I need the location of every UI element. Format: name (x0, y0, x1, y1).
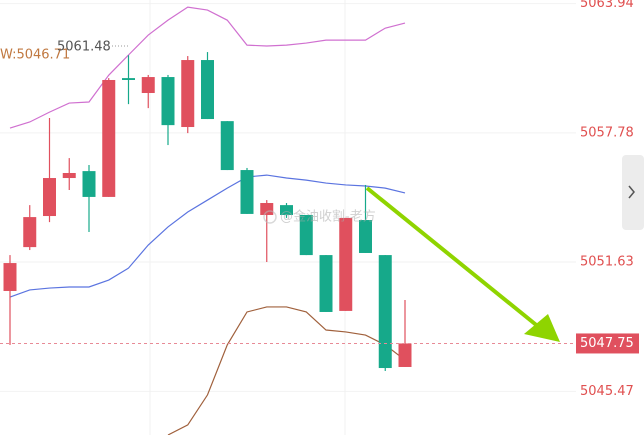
candle-body (181, 60, 195, 128)
chevron (628, 185, 635, 199)
candle-body (319, 255, 333, 312)
trend-arrow (365, 186, 542, 330)
y-tick-label: 5063.94 (580, 0, 634, 11)
watermark-text: @金油收割-老方 (280, 209, 376, 225)
candle-body (201, 60, 214, 120)
candle-body (378, 255, 392, 369)
plot (0, 3, 576, 435)
price-tag-label: 5047.75 (580, 336, 634, 351)
candle-body (398, 343, 412, 367)
candle-body (260, 203, 274, 215)
band-line (9, 6, 406, 129)
candle-body (122, 78, 135, 80)
y-tick-label: 5057.78 (580, 125, 634, 140)
candle-body (280, 205, 293, 215)
watermark-icon (263, 210, 277, 224)
candle-body (102, 79, 116, 197)
watermark: @金油收割-老方 (263, 209, 376, 225)
candle-body (359, 220, 372, 253)
price-tag (576, 333, 639, 354)
band-line (9, 174, 406, 298)
candle-body (62, 172, 76, 179)
indicator-label: W:5046.71 (0, 48, 70, 63)
candle-body (299, 214, 313, 256)
candle-body (240, 170, 254, 214)
candle-body (161, 77, 175, 126)
arrow-head (524, 314, 560, 342)
candle-body (82, 171, 96, 197)
candle-body (23, 217, 37, 248)
candle-body (339, 217, 353, 311)
y-tick-label: 5051.63 (580, 255, 634, 270)
candle-body (220, 121, 234, 171)
candle-body (141, 77, 155, 94)
y-tick-label: 5045.47 (580, 384, 634, 399)
candle-body (43, 178, 56, 217)
high-label: 5061.48 (57, 40, 111, 55)
band-line (167, 306, 406, 435)
candle-body (3, 263, 17, 291)
